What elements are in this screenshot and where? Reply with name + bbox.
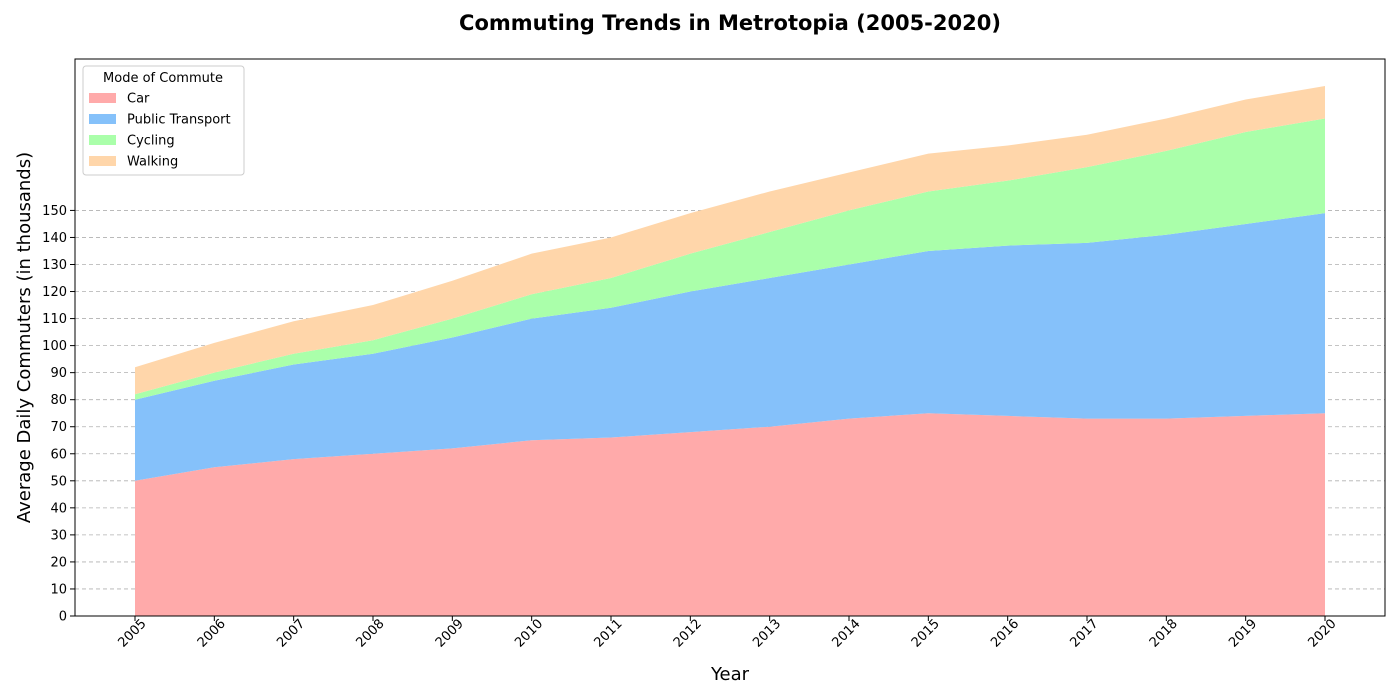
x-tick-label: 2019 (1226, 617, 1260, 651)
area-car (135, 413, 1325, 616)
x-tick-label: 2017 (1068, 617, 1102, 651)
plot-frame (74, 58, 1386, 617)
y-tick-label: 120 (42, 285, 67, 300)
y-tick-label: 90 (50, 366, 67, 381)
x-tick-label: 2009 (433, 617, 467, 651)
x-tick-label: 2020 (1306, 617, 1340, 651)
legend-swatch-car (89, 93, 116, 103)
legend-label-cycling: Cycling (127, 134, 175, 149)
legend: Mode of Commute Car Public Transport Cycli… (82, 65, 245, 176)
y-tick-label: 20 (50, 555, 67, 570)
y-tick-label: 110 (42, 312, 67, 327)
y-tick-label: 50 (50, 474, 67, 489)
y-tick-label: 150 (42, 204, 67, 219)
legend-swatch-cycling (89, 135, 116, 145)
legend-label-public-transport: Public Transport (127, 113, 231, 128)
legend-box (82, 65, 245, 176)
chart-title: Commuting Trends in Metrotopia (2005-202… (459, 11, 1001, 35)
x-tick-label: 2007 (274, 617, 308, 651)
y-tick-label: 60 (50, 447, 67, 462)
legend-label-walking: Walking (127, 155, 178, 170)
x-tick-label: 2008 (354, 617, 388, 651)
y-tick-label: 0 (59, 610, 67, 625)
legend-swatch-public-transport (89, 114, 116, 124)
x-tick-label: 2015 (909, 617, 943, 651)
x-tick-label: 2013 (750, 617, 784, 651)
x-axis-ticks: 2005 2006 2007 2008 2009 2010 2011 2012 2013 2014… (116, 616, 1340, 651)
x-tick-label: 2012 (671, 617, 705, 651)
x-axis-label: Year (710, 664, 750, 685)
y-axis-ticks: 0 10 20 30 40 50 60 70 80 90 100 110 120 130 140 150 (42, 204, 75, 625)
x-tick-label: 2010 (512, 617, 546, 651)
x-tick-label: 2016 (988, 617, 1022, 651)
y-tick-label: 30 (50, 528, 67, 543)
y-tick-label: 130 (42, 258, 67, 273)
legend-swatch-walking (89, 156, 116, 166)
x-tick-label: 2014 (830, 617, 864, 651)
y-tick-label: 70 (50, 420, 67, 435)
area-series-group (135, 86, 1325, 616)
y-tick-label: 10 (50, 582, 67, 597)
y-tick-label: 40 (50, 501, 67, 516)
area-walking (135, 86, 1325, 395)
x-tick-label: 2011 (592, 617, 626, 651)
y-tick-label: 80 (50, 393, 67, 408)
y-axis-label: Average Daily Commuters (in thousands) (14, 152, 35, 523)
x-tick-label: 2006 (195, 617, 229, 651)
legend-label-car: Car (127, 92, 150, 107)
legend-title: Mode of Commute (103, 71, 223, 86)
area-cycling (135, 118, 1325, 400)
y-tick-label: 140 (42, 231, 67, 246)
y-tick-label: 100 (42, 339, 67, 354)
x-tick-label: 2005 (116, 617, 150, 651)
x-tick-label: 2018 (1147, 617, 1181, 651)
area-public-transport (135, 213, 1325, 481)
legend-items: Car Public Transport Cycling Walking (89, 92, 231, 170)
